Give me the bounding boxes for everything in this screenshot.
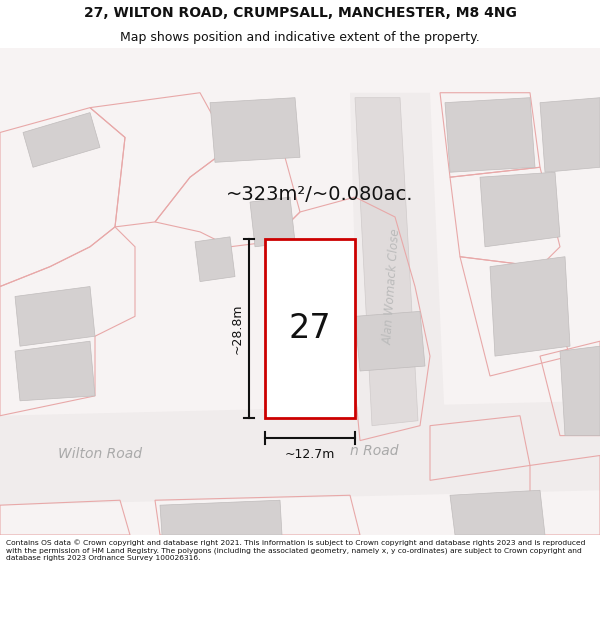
Text: Map shows position and indicative extent of the property.: Map shows position and indicative extent… xyxy=(120,31,480,44)
Polygon shape xyxy=(210,98,300,162)
Polygon shape xyxy=(480,173,560,247)
Polygon shape xyxy=(250,197,295,247)
Polygon shape xyxy=(23,112,100,168)
Polygon shape xyxy=(15,286,95,346)
Polygon shape xyxy=(540,98,600,172)
Text: Wilton Road: Wilton Road xyxy=(58,446,142,461)
Polygon shape xyxy=(195,237,235,281)
Text: n Road: n Road xyxy=(350,444,398,458)
Polygon shape xyxy=(560,346,600,436)
Polygon shape xyxy=(445,98,535,172)
Polygon shape xyxy=(350,92,445,441)
Text: 27, WILTON ROAD, CRUMPSALL, MANCHESTER, M8 4NG: 27, WILTON ROAD, CRUMPSALL, MANCHESTER, … xyxy=(83,6,517,21)
Polygon shape xyxy=(490,257,570,356)
Text: ~12.7m: ~12.7m xyxy=(285,448,335,461)
Polygon shape xyxy=(265,239,355,418)
Text: Alan Womack Close: Alan Womack Close xyxy=(382,228,403,345)
Polygon shape xyxy=(0,48,600,535)
Polygon shape xyxy=(0,401,600,505)
Text: ~323m²/~0.080ac.: ~323m²/~0.080ac. xyxy=(226,185,414,204)
Text: ~28.8m: ~28.8m xyxy=(231,303,244,354)
Polygon shape xyxy=(450,490,545,535)
Text: Contains OS data © Crown copyright and database right 2021. This information is : Contains OS data © Crown copyright and d… xyxy=(6,539,586,561)
Polygon shape xyxy=(15,341,95,401)
Polygon shape xyxy=(355,98,418,426)
Polygon shape xyxy=(355,311,425,371)
Polygon shape xyxy=(160,500,282,535)
Text: 27: 27 xyxy=(289,312,331,345)
